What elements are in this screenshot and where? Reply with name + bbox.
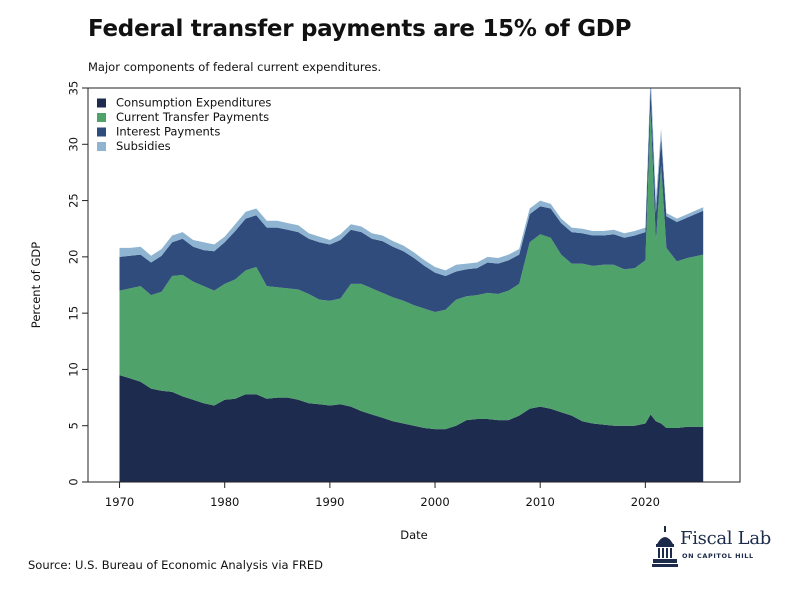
- x-tick-label: 2020: [631, 495, 660, 509]
- chart-title: Federal transfer payments are 15% of GDP: [88, 16, 632, 42]
- plot-frame: [87, 87, 741, 483]
- x-tick-label: 2000: [420, 495, 449, 509]
- legend-label: Interest Payments: [116, 125, 220, 139]
- y-tick-label: 5: [67, 422, 81, 429]
- y-axis-label: Percent of GDP: [29, 242, 43, 328]
- capitol-dome-icon: [652, 526, 678, 567]
- legend-swatch: [97, 98, 106, 108]
- legend-label: Current Transfer Payments: [116, 110, 269, 124]
- area-consumption-expenditures: [119, 375, 704, 482]
- y-tick-label: 35: [67, 81, 81, 96]
- x-tick-label: 1970: [105, 495, 134, 509]
- chart-subtitle: Major components of federal current expe…: [88, 60, 382, 74]
- legend-label: Subsidies: [116, 139, 171, 153]
- area-current-transfer-payments: [119, 110, 704, 430]
- source-note: Source: U.S. Bureau of Economic Analysis…: [28, 558, 323, 572]
- y-tick-label: 20: [67, 250, 81, 265]
- legend-label: Consumption Expenditures: [116, 96, 271, 110]
- y-tick-label: 0: [67, 478, 81, 485]
- x-axis-label: Date: [400, 528, 428, 542]
- fiscal-lab-logo: Fiscal Lab ON CAPITOL HILL: [652, 526, 772, 570]
- x-tick-label: 1990: [315, 495, 344, 509]
- legend-swatch: [97, 113, 106, 122]
- area-interest-payments: [119, 88, 704, 312]
- y-tick-label: 15: [67, 306, 81, 321]
- area-layers: [119, 88, 704, 482]
- legend-swatch: [97, 142, 106, 151]
- x-tick-label: 2010: [526, 495, 555, 509]
- x-tick-label: 1980: [210, 495, 239, 509]
- y-tick-label: 30: [67, 137, 81, 152]
- logo-tagline: ON CAPITOL HILL: [682, 552, 754, 560]
- logo-name: Fiscal Lab: [680, 528, 771, 549]
- legend-swatch: [97, 127, 106, 137]
- y-tick-label: 10: [67, 362, 81, 377]
- y-tick-label: 25: [67, 193, 81, 208]
